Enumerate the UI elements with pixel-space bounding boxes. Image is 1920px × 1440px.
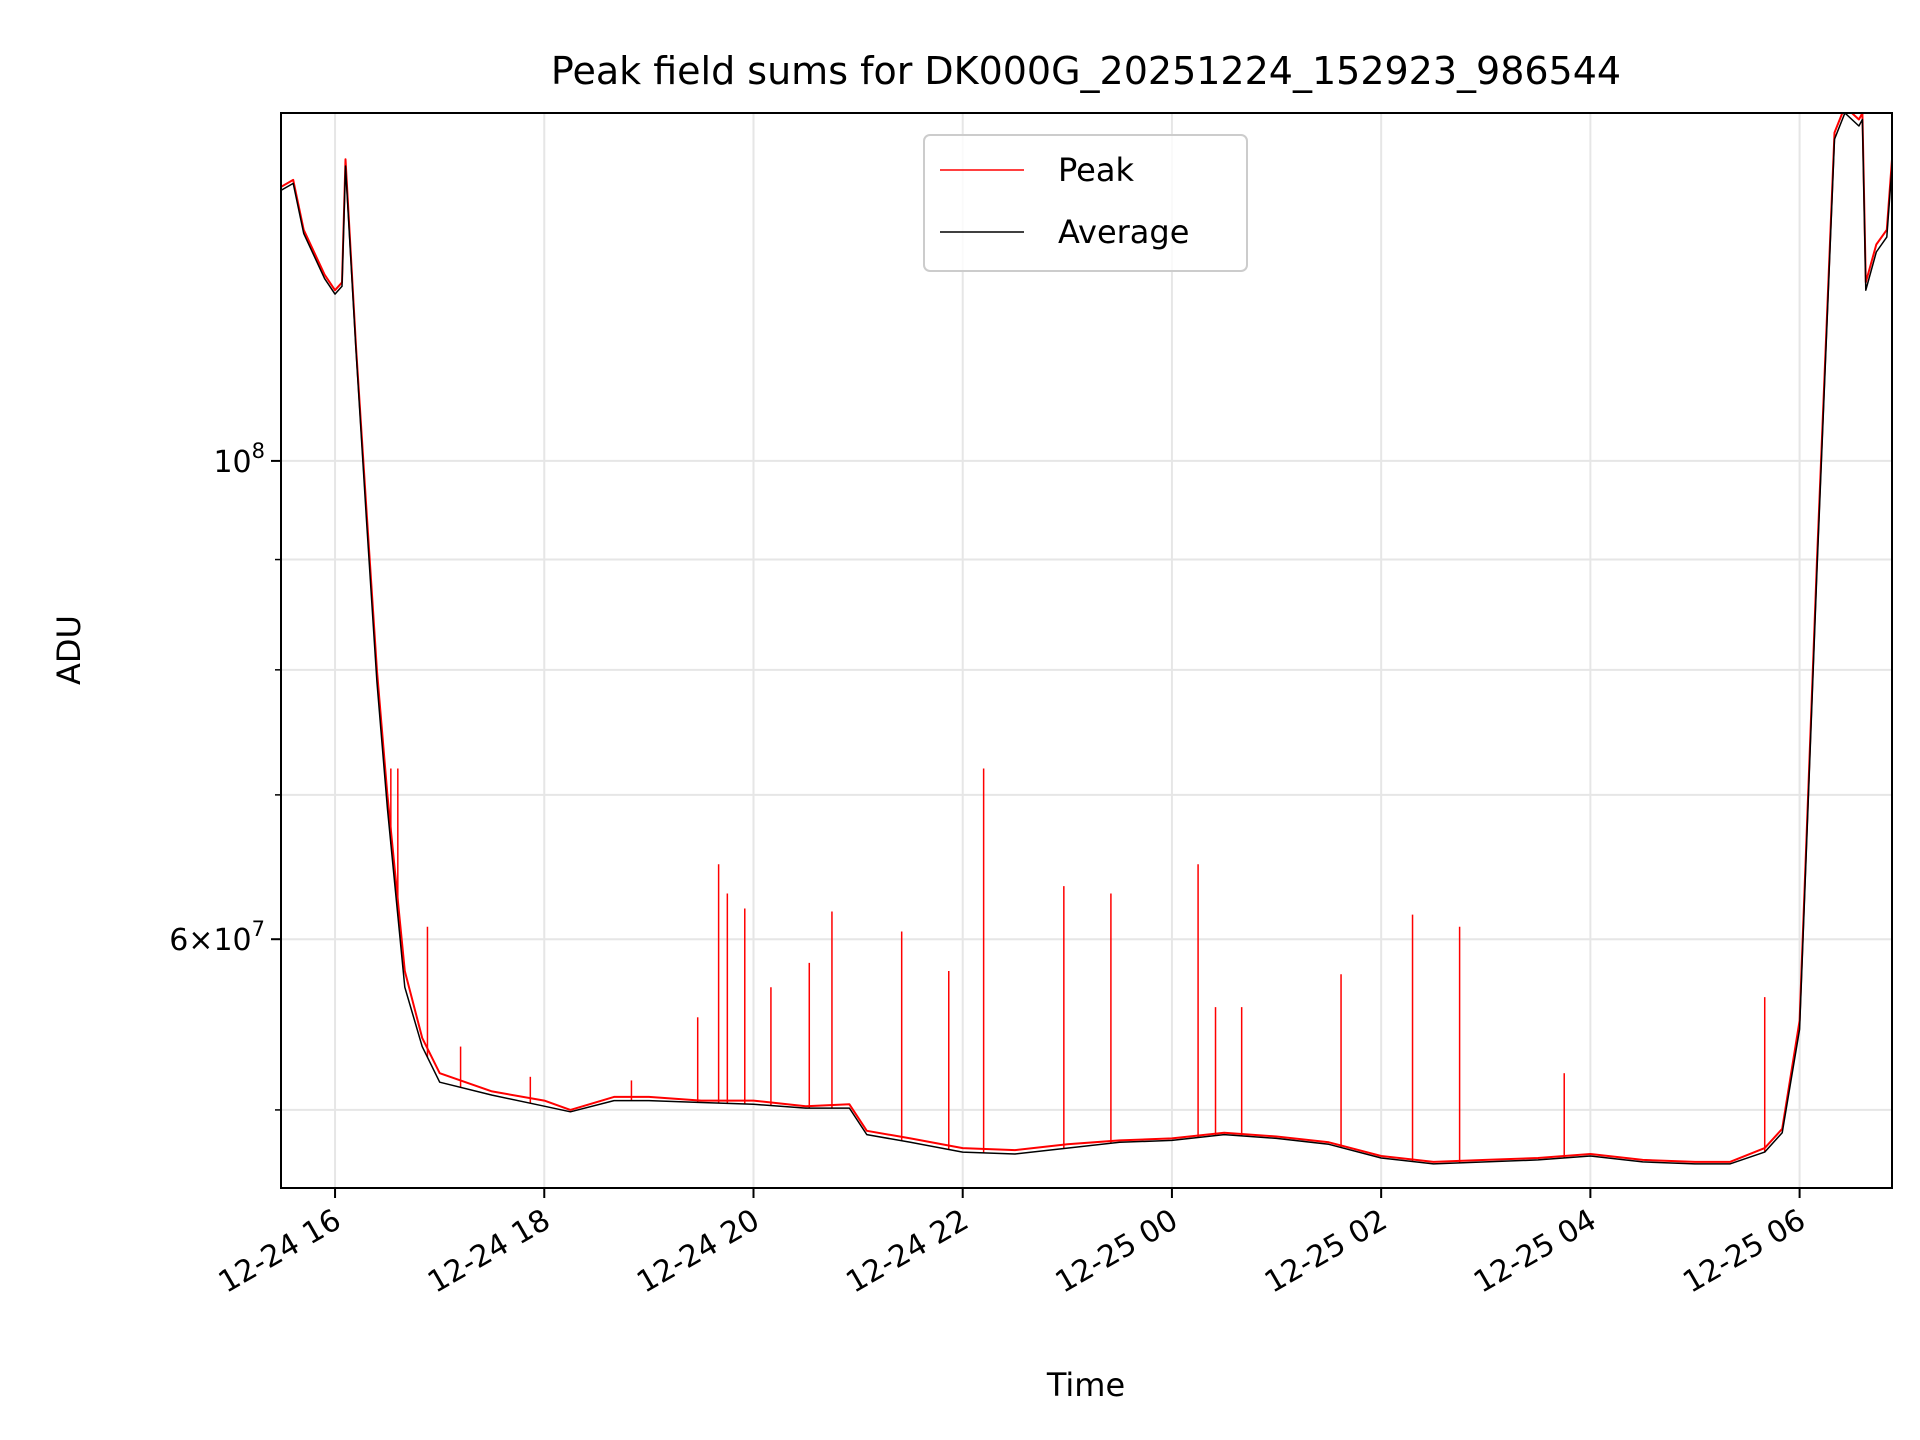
y-tick-label: 6×107	[169, 917, 265, 958]
y-axis-ticks: 108 6×107	[169, 439, 281, 1111]
chart-title: Peak field sums for DK000G_20251224_1529…	[551, 49, 1621, 93]
y-tick-label: 108	[213, 439, 265, 480]
series-layer	[281, 113, 1892, 1165]
x-axis-label: Time	[1046, 1366, 1125, 1404]
grid-lines	[281, 113, 1892, 1188]
legend-box	[923, 134, 1248, 272]
plot-frame	[280, 112, 1893, 1189]
series-line-average	[281, 113, 1892, 1165]
y-axis-label: ADU	[50, 615, 88, 685]
legend: Peak Average	[923, 134, 1248, 272]
legend-label-average: Average	[1058, 213, 1189, 251]
plot-area	[281, 113, 1892, 1165]
legend-label-peak: Peak	[1058, 151, 1134, 189]
